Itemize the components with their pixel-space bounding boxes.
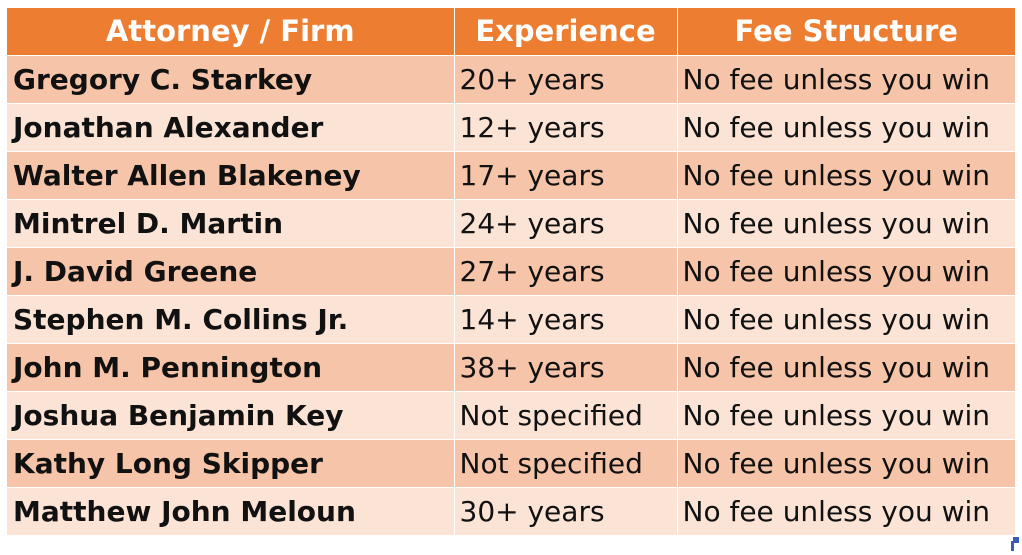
fee-structure-cell[interactable]: No fee unless you win (677, 295, 1015, 344)
table-row: Walter Allen Blakeney 17+ years No fee u… (7, 151, 1015, 200)
attorney-name-cell[interactable]: Walter Allen Blakeney (7, 151, 455, 200)
header-attorney-firm[interactable]: Attorney / Firm (7, 8, 455, 56)
fee-structure-cell[interactable]: No fee unless you win (677, 487, 1015, 536)
attorney-name-cell[interactable]: Joshua Benjamin Key (7, 391, 455, 440)
table-row: J. David Greene 27+ years No fee unless … (7, 247, 1015, 296)
attorney-name-cell[interactable]: Kathy Long Skipper (7, 439, 455, 488)
experience-cell[interactable]: Not specified (454, 391, 678, 440)
experience-cell[interactable]: 14+ years (454, 295, 678, 344)
table-row: Jonathan Alexander 12+ years No fee unle… (7, 103, 1015, 152)
attorney-name-cell[interactable]: Jonathan Alexander (7, 103, 455, 152)
fee-structure-cell[interactable]: No fee unless you win (677, 199, 1015, 248)
experience-cell[interactable]: 27+ years (454, 247, 678, 296)
attorney-name-cell[interactable]: Stephen M. Collins Jr. (7, 295, 455, 344)
table-row: Mintrel D. Martin 24+ years No fee unles… (7, 199, 1015, 248)
fee-structure-cell[interactable]: No fee unless you win (677, 343, 1015, 392)
experience-cell[interactable]: Not specified (454, 439, 678, 488)
attorney-name-cell[interactable]: John M. Pennington (7, 343, 455, 392)
attorney-table: Attorney / Firm Experience Fee Structure… (7, 8, 1015, 536)
attorney-name-cell[interactable]: Gregory C. Starkey (7, 55, 455, 104)
table-row: Gregory C. Starkey 20+ years No fee unle… (7, 55, 1015, 104)
experience-cell[interactable]: 24+ years (454, 199, 678, 248)
header-row: Attorney / Firm Experience Fee Structure (7, 8, 1015, 56)
fee-structure-cell[interactable]: No fee unless you win (677, 247, 1015, 296)
attorney-name-cell[interactable]: Matthew John Meloun (7, 487, 455, 536)
experience-cell[interactable]: 12+ years (454, 103, 678, 152)
attorney-name-cell[interactable]: Mintrel D. Martin (7, 199, 455, 248)
fill-handle[interactable] (1013, 537, 1019, 543)
header-fee-structure[interactable]: Fee Structure (677, 8, 1015, 56)
table-row: Stephen M. Collins Jr. 14+ years No fee … (7, 295, 1015, 344)
header-experience[interactable]: Experience (454, 8, 678, 56)
experience-cell[interactable]: 20+ years (454, 55, 678, 104)
fee-structure-cell[interactable]: No fee unless you win (677, 151, 1015, 200)
table-row: John M. Pennington 38+ years No fee unle… (7, 343, 1015, 392)
fee-structure-cell[interactable]: No fee unless you win (677, 103, 1015, 152)
experience-cell[interactable]: 38+ years (454, 343, 678, 392)
fee-structure-cell[interactable]: No fee unless you win (677, 55, 1015, 104)
experience-cell[interactable]: 17+ years (454, 151, 678, 200)
selection-border (1011, 541, 1014, 551)
table-row: Kathy Long Skipper Not specified No fee … (7, 439, 1015, 488)
table-row: Matthew John Meloun 30+ years No fee unl… (7, 487, 1015, 536)
attorney-name-cell[interactable]: J. David Greene (7, 247, 455, 296)
table-row: Joshua Benjamin Key Not specified No fee… (7, 391, 1015, 440)
fee-structure-cell[interactable]: No fee unless you win (677, 391, 1015, 440)
fee-structure-cell[interactable]: No fee unless you win (677, 439, 1015, 488)
experience-cell[interactable]: 30+ years (454, 487, 678, 536)
